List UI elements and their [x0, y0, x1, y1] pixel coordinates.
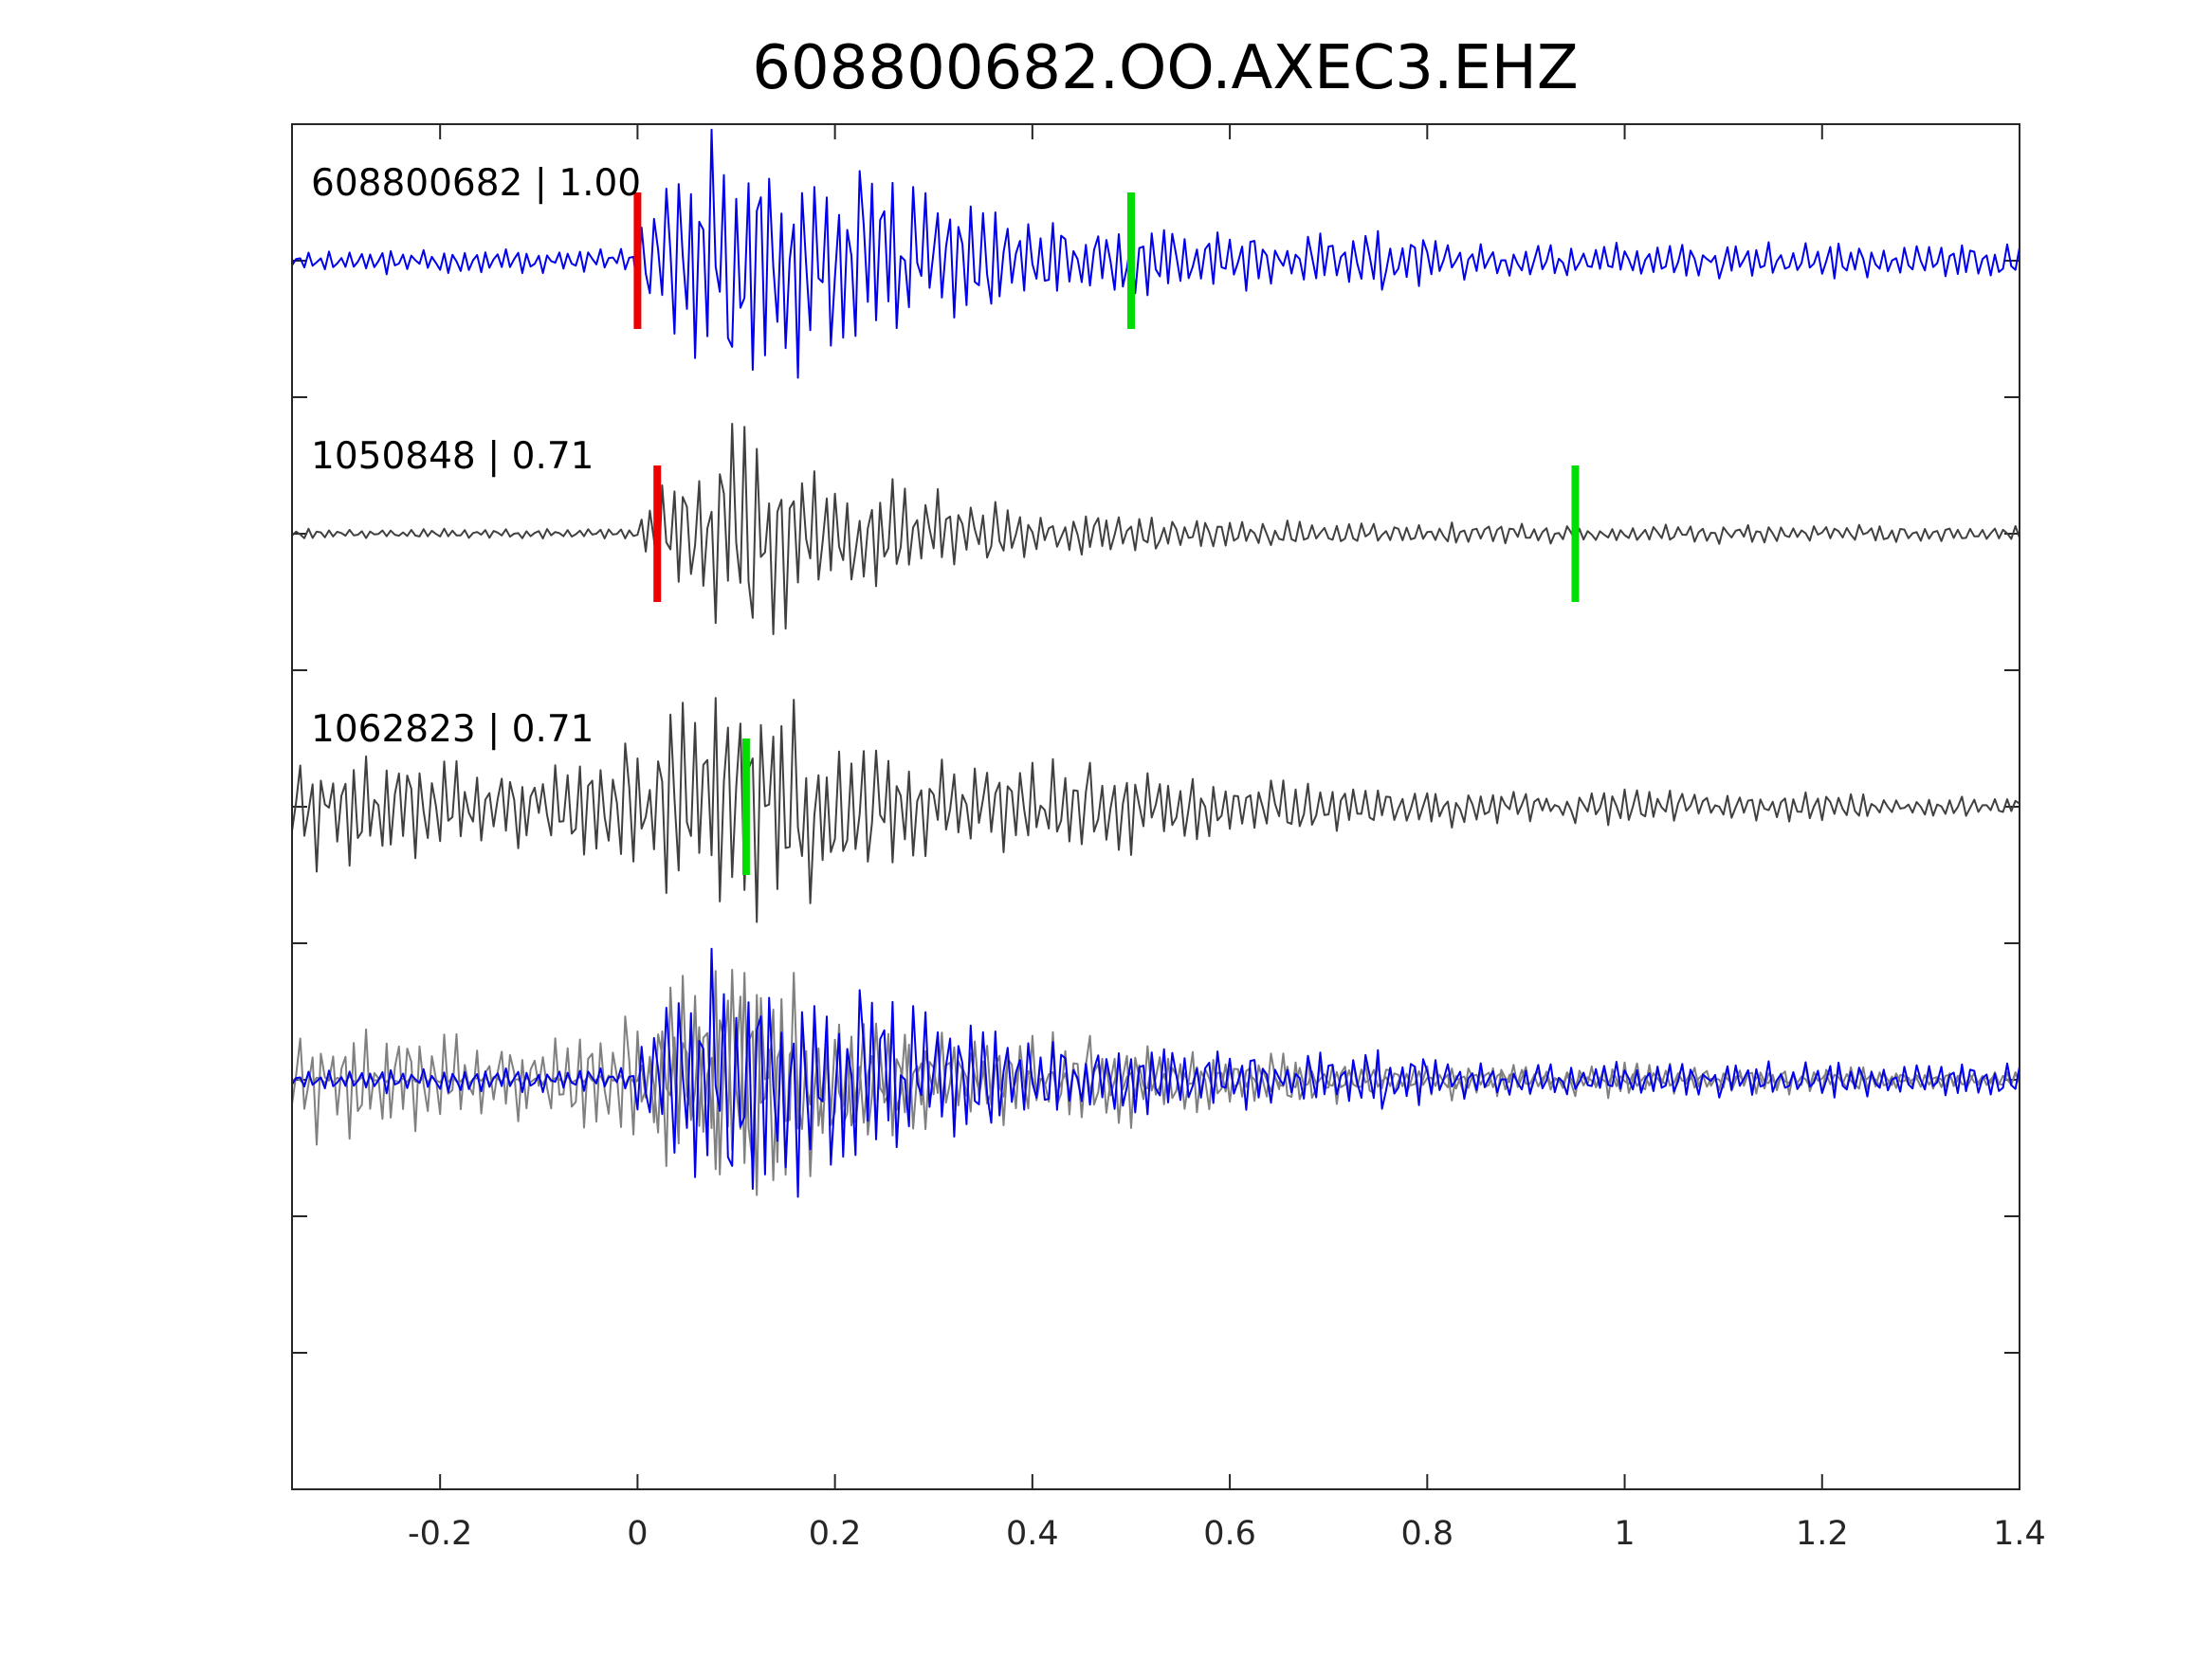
- overlay-trace-2: [291, 969, 2020, 1181]
- plot-frame: [291, 123, 2020, 1490]
- overlay-trace-1: [291, 947, 2020, 1198]
- x-tick-label: 0.6: [1203, 1515, 1256, 1553]
- pick-markers: [633, 192, 1580, 875]
- trace-group: [291, 128, 2020, 1198]
- x-tick-label: 0.4: [1006, 1515, 1059, 1553]
- trace-labels: 608800682 | 1.00 1050848 | 0.71 1062823 | …: [311, 162, 641, 751]
- trace-2: [291, 423, 2020, 635]
- x-tick-label: 0: [627, 1515, 648, 1553]
- axis-ticks: -0.2 0 0.2 0.4 0.6 0.8 1 1.2 1.4: [292, 124, 2046, 1553]
- x-tick-label: 1.4: [1993, 1515, 2046, 1553]
- trace-label: 608800682 | 1.00: [311, 162, 641, 205]
- trace-1: [291, 128, 2020, 379]
- x-tick-label: 0.8: [1400, 1515, 1453, 1553]
- x-tick-label: 1.2: [1796, 1515, 1849, 1553]
- trace-label: 1062823 | 0.71: [311, 708, 594, 751]
- x-tick-label: 0.2: [809, 1515, 862, 1553]
- x-tick-label: -0.2: [408, 1515, 472, 1553]
- overlay-trace-3: [291, 970, 2020, 1196]
- chart-title: 608800682.OO.AXEC3.EHZ: [752, 33, 1579, 103]
- x-tick-label: 1: [1614, 1515, 1635, 1553]
- trace-3: [291, 697, 2020, 923]
- trace-label: 1050848 | 0.71: [311, 435, 594, 478]
